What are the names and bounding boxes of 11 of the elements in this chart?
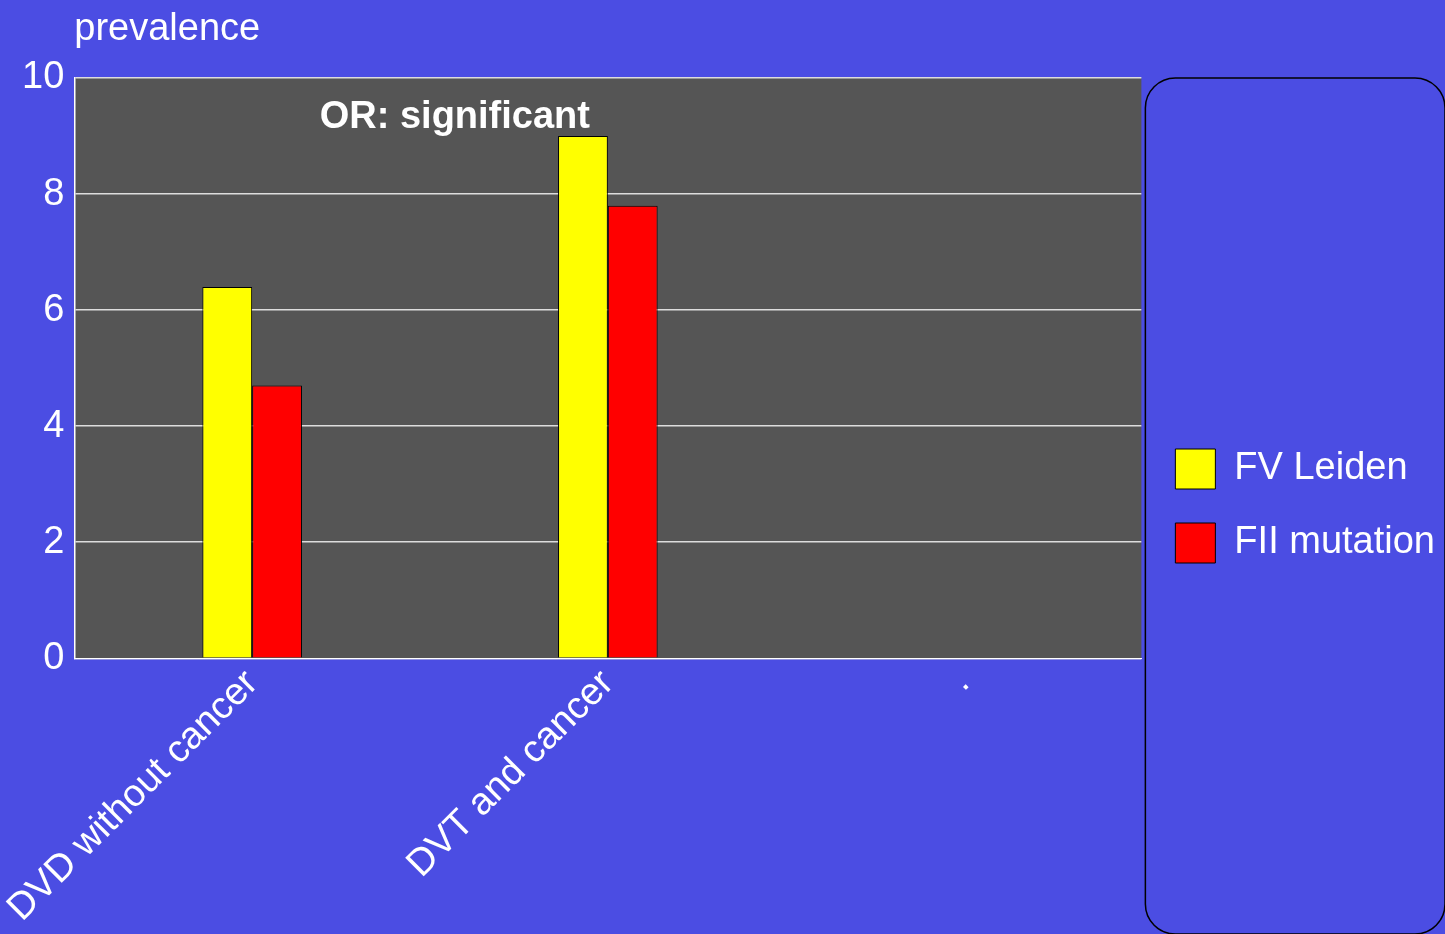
- x-tick-label: .: [939, 660, 977, 698]
- y-tick-label: 4: [43, 402, 65, 445]
- legend-label: FV Leiden: [1234, 445, 1408, 488]
- y-tick-label: 0: [43, 634, 65, 677]
- annotation: OR: significant: [319, 94, 591, 136]
- y-axis-title: prevalence: [74, 6, 261, 48]
- legend-label: FII mutation: [1234, 519, 1436, 562]
- y-tick-label: 10: [22, 54, 65, 97]
- y-tick-label: 2: [43, 518, 65, 561]
- y-tick-label: 8: [43, 170, 65, 213]
- y-tick-label: 6: [43, 286, 65, 329]
